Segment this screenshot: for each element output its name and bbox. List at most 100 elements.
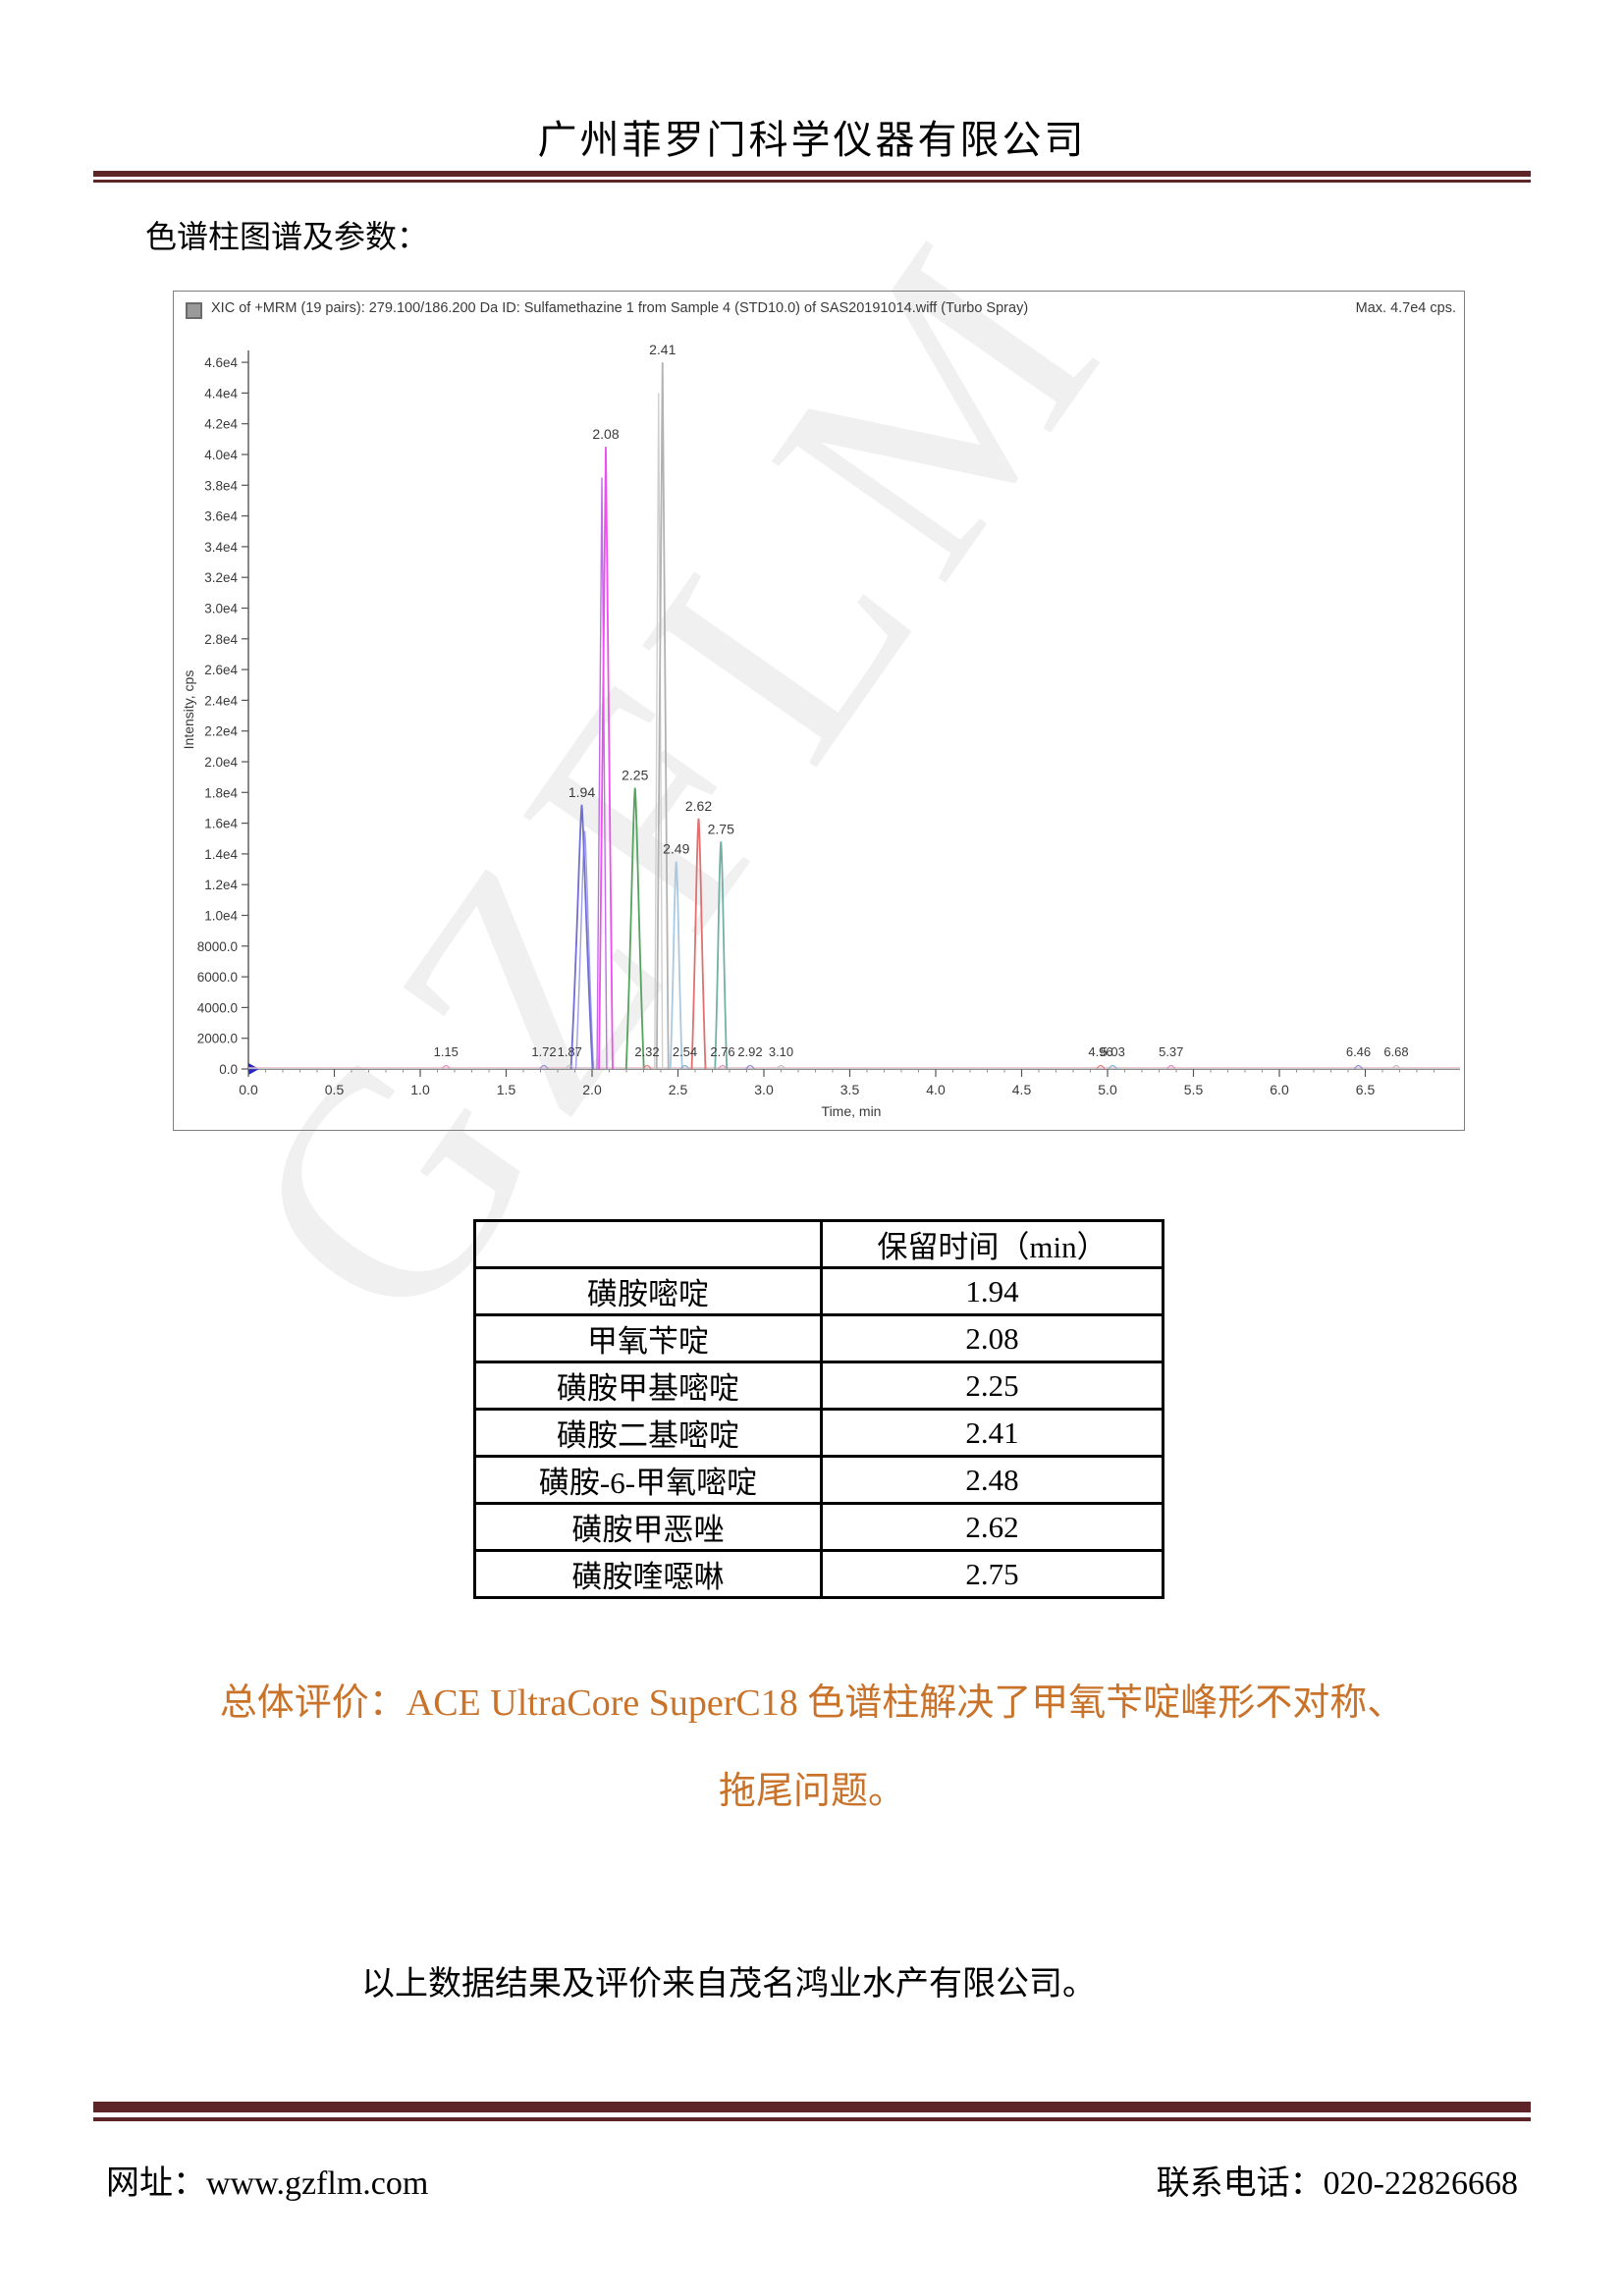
compound-cell: 甲氧苄啶 (473, 1313, 823, 1363)
svg-text:0.5: 0.5 (325, 1082, 345, 1097)
baseline-event-label: 2.76 (710, 1044, 734, 1059)
peaks (248, 361, 1460, 1070)
svg-text:5.5: 5.5 (1184, 1082, 1204, 1097)
chromatogram-chart: XIC of +MRM (19 pairs): 279.100/186.200 … (173, 291, 1465, 1131)
website-value: www.gzflm.com (206, 2165, 429, 2202)
footer-rule-thin (93, 2117, 1531, 2121)
peak-trace (624, 787, 645, 1070)
retention-table-wrap: 保留时间（min） 磺胺嘧啶 1.94 甲氧苄啶 2.08 磺胺甲基嘧啶 2.25 磺胺二基嘧… (473, 1219, 1164, 1599)
svg-text:2.4e4: 2.4e4 (204, 693, 238, 708)
svg-text:0.0: 0.0 (219, 1062, 238, 1077)
peak-label: 2.08 (592, 426, 619, 442)
baseline-bump (745, 1064, 755, 1070)
svg-text:3.0e4: 3.0e4 (204, 602, 238, 616)
baseline-event-label: 6.46 (1346, 1044, 1371, 1059)
baseline-bump (539, 1064, 549, 1070)
compound-cell: 磺胺-6-甲氧嘧啶 (473, 1455, 823, 1505)
compound-cell: 磺胺嘧啶 (473, 1266, 823, 1316)
svg-text:2.0e4: 2.0e4 (204, 755, 238, 770)
phone-label: 联系电话： (1156, 2165, 1324, 2202)
baseline-event-label: 1.87 (558, 1044, 582, 1059)
svg-text:1.6e4: 1.6e4 (204, 817, 238, 831)
svg-text:1.0e4: 1.0e4 (204, 909, 238, 924)
svg-text:1.5: 1.5 (497, 1082, 516, 1097)
svg-text:4.2e4: 4.2e4 (204, 417, 238, 432)
baseline-bump (565, 1064, 574, 1070)
website-label: 网址： (106, 2165, 206, 2202)
baseline-event-label: 1.15 (434, 1044, 459, 1059)
svg-text:4.5: 4.5 (1012, 1082, 1032, 1097)
baseline-event-label: 2.54 (673, 1044, 697, 1059)
axis-ticks: 0.0 2000.0 4000.0 6000.0 8000.0 1.0e4 1.2e4 1.4… (197, 355, 1435, 1097)
peak-trace (714, 841, 729, 1070)
svg-text:0.0: 0.0 (239, 1082, 258, 1097)
section-label: 色谱柱图谱及参数： (145, 219, 429, 254)
source-note: 以上数据结果及评价来自茂名鸿业水产有限公司。 (361, 1966, 1096, 2002)
peak-label: 2.49 (663, 841, 689, 857)
peak-trace (669, 861, 683, 1070)
svg-text:2.2e4: 2.2e4 (204, 724, 238, 739)
phone-value: 020-22826668 (1323, 2165, 1518, 2202)
retention-cell: 2.62 (820, 1502, 1164, 1552)
peak-trace-secondary (654, 393, 664, 1070)
company-header-title: 广州菲罗门科学仪器有限公司 (537, 118, 1087, 162)
retention-cell: 2.08 (820, 1313, 1164, 1363)
evaluation-line-2: 拖尾问题。 (718, 1771, 905, 1812)
svg-text:2.8e4: 2.8e4 (204, 632, 238, 647)
table-row: 甲氧苄啶 2.08 (473, 1313, 1164, 1363)
svg-text:3.8e4: 3.8e4 (204, 478, 238, 493)
compound-cell: 磺胺甲恶唑 (473, 1502, 823, 1552)
svg-text:1.4e4: 1.4e4 (204, 847, 238, 862)
svg-text:6.0: 6.0 (1270, 1082, 1289, 1097)
svg-text:1.0: 1.0 (410, 1082, 430, 1097)
svg-text:4000.0: 4000.0 (197, 1000, 238, 1015)
retention-cell: 2.75 (820, 1549, 1164, 1599)
baseline-event-label: 1.72 (531, 1044, 556, 1059)
baseline-bump (718, 1064, 728, 1070)
svg-text:2000.0: 2000.0 (197, 1032, 238, 1046)
baseline-event-label: 2.92 (737, 1044, 762, 1059)
svg-text:3.2e4: 3.2e4 (204, 570, 238, 585)
peak-label: 2.25 (622, 768, 648, 783)
peak-trace (598, 447, 614, 1070)
baseline-event-label: 5.03 (1101, 1044, 1125, 1059)
table-row: 磺胺-6-甲氧嘧啶 2.48 (473, 1455, 1164, 1505)
compound-cell: 磺胺甲基嘧啶 (473, 1361, 823, 1411)
peak-label: 1.94 (568, 784, 595, 800)
retention-table: 保留时间（min） 磺胺嘧啶 1.94 甲氧苄啶 2.08 磺胺甲基嘧啶 2.25 磺胺二基嘧… (473, 1219, 1164, 1599)
baseline-bump (1108, 1064, 1117, 1070)
baseline-bump (642, 1064, 652, 1070)
svg-text:1.2e4: 1.2e4 (204, 878, 238, 892)
baseline-bump (1096, 1064, 1106, 1070)
retention-cell: 2.41 (820, 1408, 1164, 1458)
svg-text:1.8e4: 1.8e4 (204, 785, 238, 800)
axes: Intensity, cps Time, min (181, 350, 1460, 1119)
svg-text:2.5: 2.5 (669, 1082, 688, 1097)
peak-trace (690, 818, 707, 1070)
x-axis-label: Time, min (822, 1103, 882, 1119)
svg-text:6.5: 6.5 (1356, 1082, 1376, 1097)
header-compound-cell (473, 1219, 823, 1269)
y-axis-label: Intensity, cps (181, 670, 196, 750)
baseline-event-label: 3.10 (769, 1044, 793, 1059)
peak-trace (655, 361, 670, 1070)
baseline-bump (776, 1064, 786, 1070)
retention-cell: 2.25 (820, 1361, 1164, 1411)
baseline-event-label: 4.96 (1088, 1044, 1112, 1059)
header-retention-cell: 保留时间（min） (820, 1219, 1164, 1269)
chart-title-bar: XIC of +MRM (19 pairs): 279.100/186.200 … (174, 297, 1464, 331)
evaluation-line-1: 总体评价：ACE UltraCore SuperC18 色谱柱解决了甲氧苄啶峰形… (219, 1682, 1405, 1724)
table-row: 磺胺喹噁啉 2.75 (473, 1549, 1164, 1599)
peak-trace-secondary (574, 830, 595, 1070)
legend-square-icon (186, 302, 202, 319)
compound-cell: 磺胺喹噁啉 (473, 1549, 823, 1599)
header-rule-thick (93, 171, 1531, 177)
footer-website: 网址：www.gzflm.com (106, 2156, 428, 2204)
retention-cell: 1.94 (820, 1266, 1164, 1316)
table-row: 磺胺甲恶唑 2.62 (473, 1502, 1164, 1552)
peak-label: 2.41 (649, 342, 676, 357)
baseline-bump (679, 1064, 690, 1070)
svg-text:6000.0: 6000.0 (197, 970, 238, 985)
svg-text:4.0e4: 4.0e4 (204, 448, 238, 462)
baseline-bump (441, 1064, 451, 1070)
